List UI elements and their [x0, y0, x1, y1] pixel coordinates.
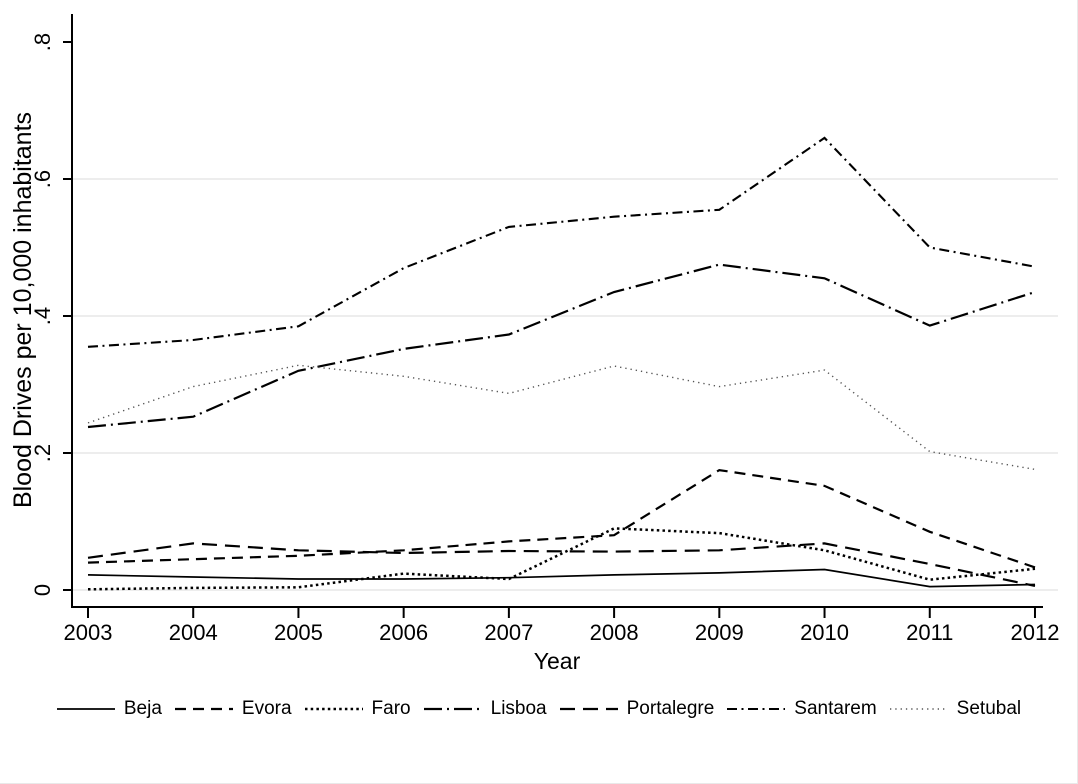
x-tick-label: 2003 [64, 620, 113, 645]
x-tick-label: 2004 [169, 620, 218, 645]
legend-label: Evora [241, 698, 292, 719]
legend-item-faro: Faro [304, 698, 411, 720]
legend-line-sample-lisboa [423, 707, 482, 711]
y-tick-label: .6 [30, 170, 55, 188]
y-tick-label: .2 [30, 444, 55, 462]
series-lines [87, 136, 1036, 591]
legend-line-sample-faro [304, 707, 363, 711]
axes [63, 14, 1043, 618]
gridlines [73, 178, 1058, 591]
y-tick-label: .8 [30, 33, 55, 51]
legend-line-sample-evora [174, 707, 233, 711]
legend-line-sample-portalegre [559, 707, 618, 711]
series-line-evora [87, 468, 1036, 569]
legend-label: Beja [123, 698, 162, 719]
series-line-lisboa [87, 263, 1036, 429]
y-tick-label: .4 [30, 307, 55, 325]
x-tick-label: 2011 [906, 620, 953, 645]
x-tick-label: 2009 [695, 620, 744, 645]
legend-label: Lisboa [490, 698, 547, 719]
legend-item-beja: Beja [56, 698, 162, 720]
x-tick-label: 2005 [274, 620, 323, 645]
legend-label: Santarem [794, 698, 877, 719]
x-tick-label: 2006 [379, 620, 428, 645]
series-line-beja [87, 568, 1036, 588]
series-line-faro [87, 527, 1036, 591]
legend-label: Setubal [956, 698, 1022, 719]
legend-line-sample-setubal [889, 708, 948, 710]
x-tick-label: 2007 [484, 620, 533, 645]
series-line-setubal [87, 364, 1036, 471]
legend-item-evora: Evora [174, 698, 292, 720]
series-line-portalegre [87, 542, 1036, 587]
x-tick-label: 2008 [590, 620, 639, 645]
legend-line-sample-santarem [727, 707, 786, 711]
tick-labels: 0 .2 .4 .6 .8 2003 2004 2005 2006 2007 2008 2009 201… [30, 33, 1059, 645]
legend-item-setubal: Setubal [889, 698, 1022, 720]
line-chart: 0 .2 .4 .6 .8 2003 2004 2005 2006 2007 2008 2009 201… [9, 14, 1059, 674]
x-axis-title: Year [534, 648, 581, 674]
legend-line-sample-beja [56, 708, 115, 710]
legend-label: Faro [371, 698, 411, 719]
y-axis-title: Blood Drives per 10,000 inhabitants [9, 112, 37, 508]
legend-item-portalegre: Portalegre [559, 698, 715, 720]
series-line-santarem [87, 136, 1036, 348]
legend-label: Portalegre [626, 698, 715, 719]
x-tick-label: 2010 [800, 620, 849, 645]
y-tick-label: 0 [30, 584, 55, 596]
x-tick-label: 2012 [1011, 620, 1060, 645]
legend-item-lisboa: Lisboa [423, 698, 547, 720]
chart-legend: Beja Evora Faro Lisboa Portalegre Santarem Set… [0, 698, 1077, 720]
legend-item-santarem: Santarem [727, 698, 877, 720]
